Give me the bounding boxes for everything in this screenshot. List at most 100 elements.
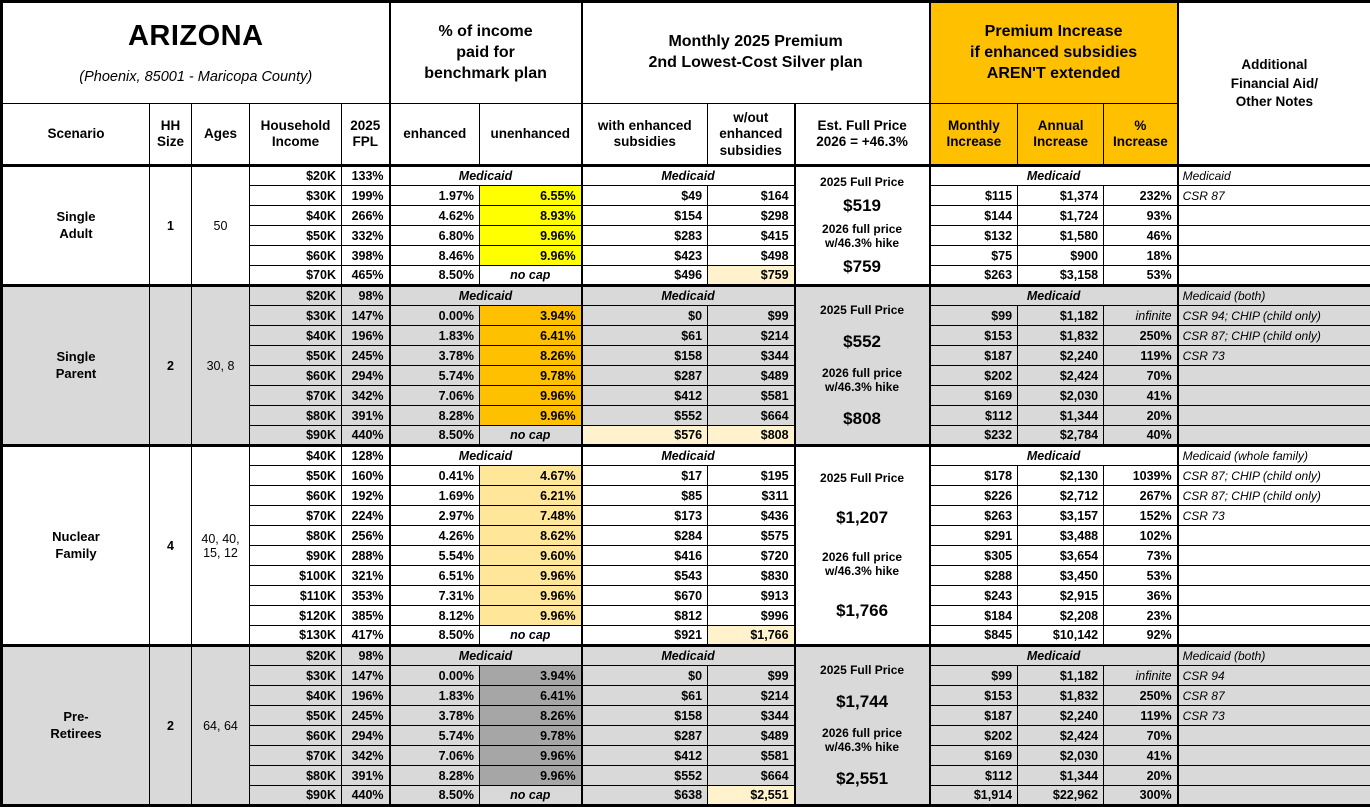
notes-cell [1178,586,1370,606]
premium-without-subsidies-cell: $664 [708,766,795,786]
income-cell: $40K [250,446,342,466]
unenhanced-pct-cell: 9.60% [480,546,582,566]
premium-without-subsidies-cell: $830 [708,566,795,586]
income-cell: $80K [250,766,342,786]
notes-cell [1178,606,1370,626]
pct-increase-cell: 250% [1104,326,1178,346]
notes-cell: CSR 73 [1178,506,1370,526]
monthly-increase-cell: $187 [930,706,1018,726]
monthly-increase-cell: $184 [930,606,1018,626]
fpl-cell: 224% [342,506,390,526]
fpl-cell: 321% [342,566,390,586]
scenario-cell: Single Adult [2,166,150,286]
pct-increase-cell: 40% [1104,426,1178,446]
annual-increase-cell: $22,962 [1018,786,1104,806]
annual-increase-cell: $1,344 [1018,766,1104,786]
unenhanced-pct-cell: 9.96% [480,606,582,626]
premium-with-subsidies-cell: $670 [582,586,708,606]
notes-cell: CSR 87 [1178,186,1370,206]
pct-increase-cell: 92% [1104,626,1178,646]
column-header-row: Scenario HH Size Ages Household Income 2… [2,104,1370,166]
hh-size-cell: 1 [150,166,192,286]
unenhanced-pct-cell: 3.94% [480,666,582,686]
unenhanced-pct-cell: 6.41% [480,326,582,346]
full-price-2026-label: 2026 full price w/46.3% hike [822,726,902,755]
header-band-row: ARIZONA (Phoenix, 85001 - Maricopa Count… [2,2,1370,104]
fpl-cell: 294% [342,726,390,746]
monthly-increase-cell: $169 [930,746,1018,766]
premium-without-subsidies-cell: $415 [708,226,795,246]
fpl-cell: 245% [342,706,390,726]
pct-increase-cell: 73% [1104,546,1178,566]
scenario-cell: Nuclear Family [2,446,150,646]
enhanced-pct-cell: 5.74% [390,726,480,746]
premium-without-subsidies-cell: $489 [708,726,795,746]
premium-with-subsidies-cell: $287 [582,366,708,386]
annual-increase-cell: $2,915 [1018,586,1104,606]
premium-with-subsidies-cell: $638 [582,786,708,806]
enhanced-pct-cell: 8.50% [390,426,480,446]
fpl-cell: 160% [342,466,390,486]
premium-without-subsidies-cell: $498 [708,246,795,266]
full-price-2025-value: $519 [843,196,881,216]
medicaid-benchmark-span: Medicaid [390,446,582,466]
premium-without-subsidies-cell: $298 [708,206,795,226]
monthly-increase-cell: $187 [930,346,1018,366]
monthly-increase-cell: $99 [930,666,1018,686]
income-cell: $90K [250,786,342,806]
annual-increase-cell: $1,374 [1018,186,1104,206]
notes-cell [1178,566,1370,586]
notes-cell: Medicaid (whole family) [1178,446,1370,466]
income-cell: $70K [250,746,342,766]
premium-with-subsidies-cell: $287 [582,726,708,746]
no-cap-cell: no cap [480,426,582,446]
premium-with-subsidies-cell: $812 [582,606,708,626]
premium-with-subsidies-cell: $576 [582,426,708,446]
monthly-increase-cell: $291 [930,526,1018,546]
medicaid-benchmark-span: Medicaid [390,286,582,306]
unenhanced-pct-cell: 6.21% [480,486,582,506]
premium-without-subsidies-cell: $436 [708,506,795,526]
est-full-price-column-header: Est. Full Price 2026 = +46.3% [795,104,930,166]
enhanced-pct-cell: 5.54% [390,546,480,566]
pct-increase-cell: 93% [1104,206,1178,226]
income-cell: $40K [250,206,342,226]
annual-increase-cell: $3,488 [1018,526,1104,546]
medicaid-increase-span: Medicaid [930,286,1178,306]
premium-with-subsidies-cell: $284 [582,526,708,546]
unenhanced-pct-cell: 9.78% [480,726,582,746]
premium-with-subsidies-cell: $49 [582,186,708,206]
premium-with-subsidies-cell: $412 [582,746,708,766]
premium-without-subsidies-cell: $2,551 [708,786,795,806]
notes-cell: CSR 73 [1178,346,1370,366]
monthly-increase-cell: $178 [930,466,1018,486]
notes-cell [1178,746,1370,766]
premium-with-subsidies-cell: $496 [582,266,708,286]
full-price-2026-label: 2026 full price w/46.3% hike [822,222,902,251]
income-cell: $70K [250,506,342,526]
annual-increase-cell: $3,158 [1018,266,1104,286]
medicaid-increase-span: Medicaid [930,646,1178,666]
annual-increase-cell: $2,030 [1018,386,1104,406]
income-cell: $90K [250,546,342,566]
annual-increase-cell: $900 [1018,246,1104,266]
monthly-increase-cell: $153 [930,686,1018,706]
annual-increase-cell: $2,712 [1018,486,1104,506]
income-cell: $50K [250,466,342,486]
monthly-increase-cell: $202 [930,366,1018,386]
premium-without-subsidies-cell: $996 [708,606,795,626]
with-subsidies-column-header: with enhanced subsidies [582,104,708,166]
annual-increase-cell: $2,240 [1018,346,1104,366]
annual-increase-cell: $3,654 [1018,546,1104,566]
premium-without-subsidies-cell: $759 [708,266,795,286]
unenhanced-pct-cell: 9.96% [480,746,582,766]
premium-with-subsidies-cell: $158 [582,706,708,726]
annual-increase-cell: $1,724 [1018,206,1104,226]
fpl-cell: 147% [342,306,390,326]
full-price-2026-value: $759 [843,257,881,277]
fpl-cell: 266% [342,206,390,226]
